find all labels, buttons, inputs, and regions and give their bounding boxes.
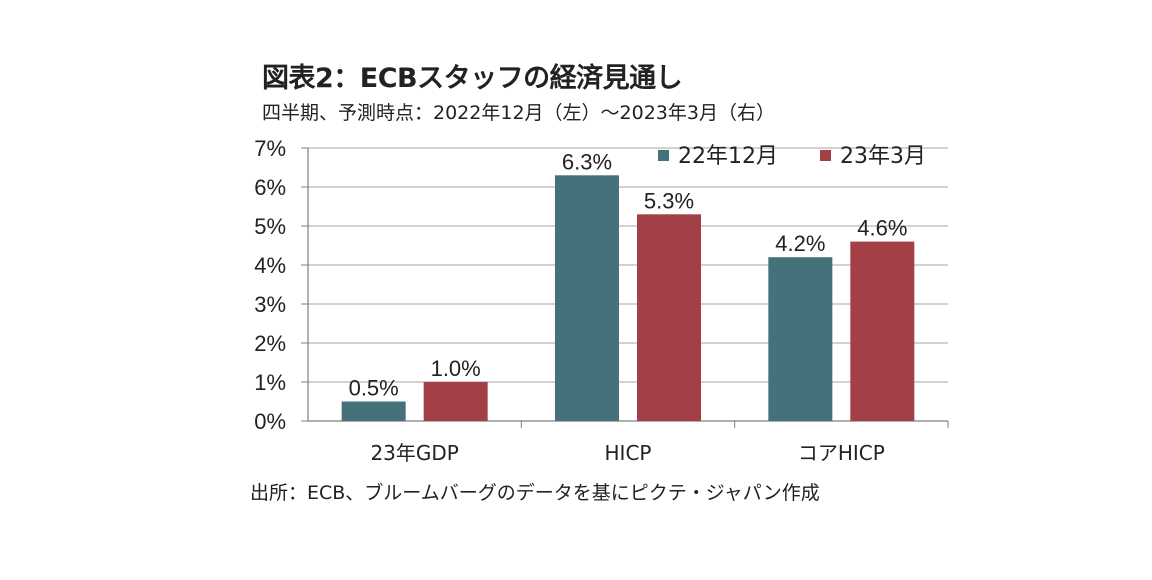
y-tick-label: 1% [254, 370, 286, 395]
y-tick-label: 5% [254, 214, 286, 239]
bar-series-2-2 [637, 214, 701, 421]
data-label: 4.6% [857, 216, 907, 241]
bar-series-1-1 [341, 401, 406, 421]
bar-series-2-3 [850, 241, 915, 421]
y-tick-label: 6% [254, 175, 286, 200]
chart-title: 図表2：ECBスタッフの経済見通し [262, 63, 683, 94]
data-label: 4.2% [775, 231, 825, 256]
x-category-label: 23年GDP [370, 441, 458, 465]
data-label: 6.3% [562, 149, 612, 174]
legend-swatch-series-1 [658, 150, 669, 161]
bar-series-2-1 [423, 382, 488, 421]
chart-subtitle: 四半期、予測時点：2022年12月（左）～2023年3月（右） [262, 102, 775, 124]
y-tick-label: 0% [254, 409, 286, 434]
y-tick-label: 3% [254, 292, 286, 317]
bar-series-1-3 [768, 257, 833, 421]
y-tick-label: 4% [254, 253, 286, 278]
x-category-label: コアHICP [798, 441, 885, 465]
legend-label-series-1: 22年12月 [678, 144, 778, 169]
data-label: 5.3% [644, 188, 694, 213]
legend-label-series-2: 23年3月 [840, 144, 926, 169]
data-label: 0.5% [349, 376, 399, 401]
legend-swatch-series-2 [820, 150, 831, 161]
chart-source-note: 出所：ECB、ブルームバーグのデータを基にピクテ・ジャパン作成 [250, 482, 820, 504]
bar-series-1-2 [555, 175, 619, 421]
data-label: 1.0% [431, 356, 481, 381]
y-tick-label: 7% [254, 136, 286, 161]
x-category-label: HICP [605, 441, 652, 465]
y-tick-label: 2% [254, 331, 286, 356]
